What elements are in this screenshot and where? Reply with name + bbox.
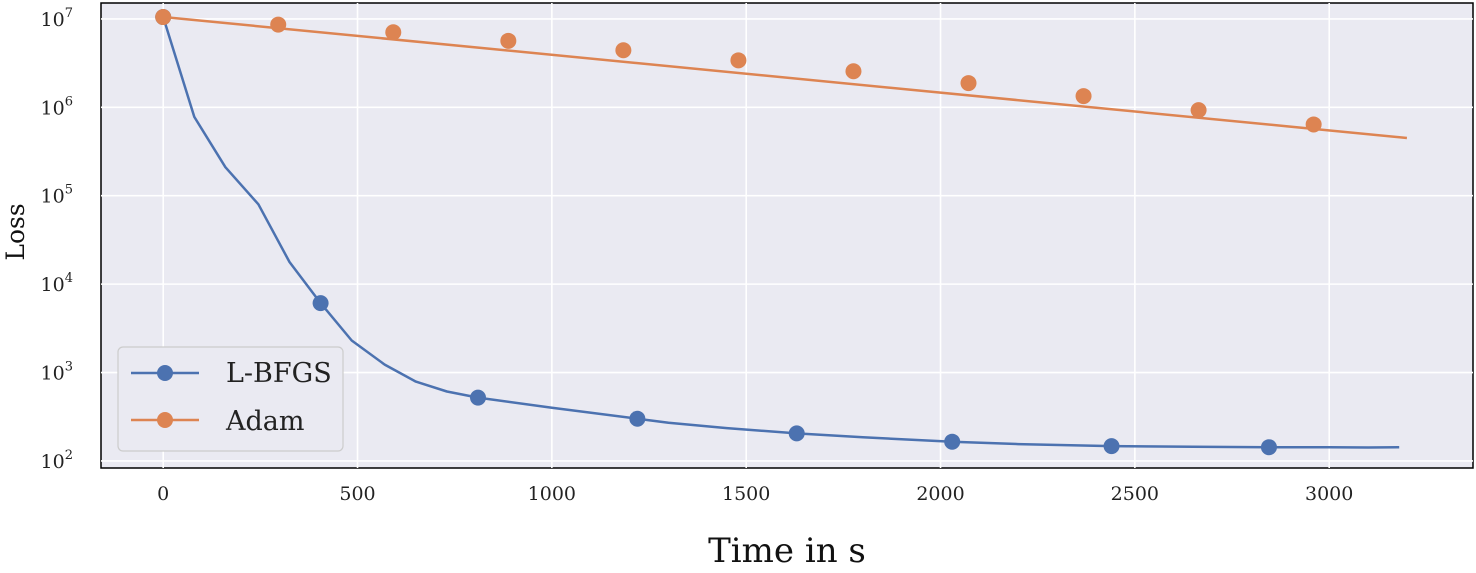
data-point-adam <box>1305 116 1322 133</box>
data-point-adam <box>270 16 287 33</box>
data-point-l-bfgs <box>1260 439 1277 456</box>
data-point-l-bfgs <box>788 425 805 442</box>
y-axis-title: Loss <box>1 203 30 260</box>
data-point-l-bfgs <box>1103 438 1120 455</box>
y-tick-label: 106 <box>41 94 73 119</box>
series-layer <box>155 9 1408 456</box>
data-point-adam <box>615 42 632 59</box>
legend-label-adam: Adam <box>225 406 304 437</box>
data-point-adam <box>385 24 402 41</box>
legend: L-BFGS Adam <box>117 346 344 452</box>
data-point-adam <box>845 63 862 80</box>
x-tick-label: 1000 <box>528 483 576 505</box>
data-point-l-bfgs <box>470 389 487 406</box>
series-adam <box>155 9 1408 140</box>
data-point-adam <box>500 32 517 49</box>
x-tick-label: 500 <box>339 483 375 505</box>
data-point-adam <box>1075 88 1092 105</box>
legend-marker-adam <box>157 412 173 428</box>
x-tick-label: 0 <box>157 483 169 505</box>
y-tick-label: 102 <box>41 448 73 473</box>
legend-label-lbfgs: L-BFGS <box>226 358 332 389</box>
y-axis-ticks: 102 103 104 105 106 107 <box>41 6 73 473</box>
data-point-adam <box>1190 102 1207 119</box>
x-tick-label: 2500 <box>1111 483 1159 505</box>
data-point-l-bfgs <box>629 410 646 427</box>
data-point-adam <box>730 52 747 69</box>
legend-marker-lbfgs <box>157 365 173 381</box>
x-tick-label: 1500 <box>722 483 770 505</box>
data-point-l-bfgs <box>944 433 961 450</box>
data-point-l-bfgs <box>312 295 329 312</box>
y-tick-label: 105 <box>41 183 73 208</box>
x-tick-label: 2000 <box>916 483 964 505</box>
y-tick-label: 104 <box>41 271 73 296</box>
y-tick-label: 103 <box>41 360 73 385</box>
data-point-adam <box>960 75 977 92</box>
x-axis-title: Time in s <box>708 531 866 571</box>
x-axis-ticks: 0 500 1000 1500 2000 2500 3000 <box>157 483 1353 505</box>
series-l-bfgs <box>155 9 1400 456</box>
y-tick-label: 107 <box>41 6 73 31</box>
data-point-adam <box>155 9 172 26</box>
x-tick-label: 3000 <box>1305 483 1353 505</box>
